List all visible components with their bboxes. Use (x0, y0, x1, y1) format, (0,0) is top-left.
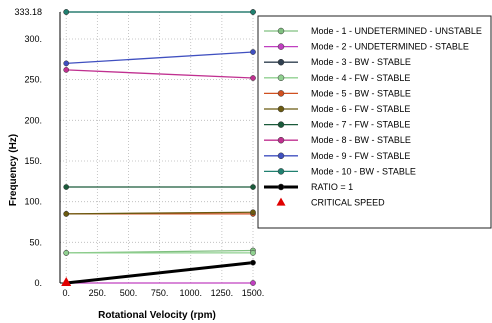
legend-swatch-marker (277, 27, 285, 35)
legend-frame (257, 15, 492, 229)
x-tick-label: 0. (62, 288, 70, 298)
legend-label: Mode - 2 - UNDETERMINED - STABLE (311, 42, 469, 52)
series-point (63, 9, 70, 15)
y-tick-label: 250. (24, 75, 42, 85)
series-line (66, 69, 254, 79)
y-tick-label: 100. (24, 197, 42, 207)
critical-speed-marker (61, 277, 72, 286)
x-tick-label: 1250. (211, 288, 234, 298)
series-point (63, 250, 70, 256)
x-tick-label: 1000. (179, 288, 202, 298)
legend-swatch-marker (277, 168, 285, 175)
legend-swatch-marker (277, 121, 285, 128)
series-line (66, 261, 254, 285)
x-tick-label: 1500. (242, 288, 265, 298)
series-point (250, 209, 256, 216)
legend-swatch-triangle (276, 197, 286, 206)
legend-label: Mode - 5 - BW - STABLE (311, 88, 411, 98)
legend-swatch-marker (277, 43, 285, 50)
legend-label: Mode - 8 - BW - STABLE (311, 135, 411, 145)
series-point (250, 49, 256, 55)
series-line (66, 211, 254, 215)
series-point (250, 184, 256, 190)
legend-swatch-marker (277, 74, 285, 82)
series-point (63, 211, 70, 217)
y-axis-title: Frequency (Hz) (8, 134, 19, 206)
series-point (63, 67, 70, 73)
legend-label: Mode - 1 - UNDETERMINED - UNSTABLE (311, 26, 482, 36)
series-point (250, 250, 256, 256)
x-axis-title: Rotational Velocity (rpm) (98, 310, 216, 321)
y-tick-label: 333.18 (14, 7, 42, 17)
series-point (250, 9, 256, 15)
legend-swatch-marker (277, 136, 285, 144)
legend-label: Mode - 6 - FW - STABLE (311, 104, 410, 114)
legend-label: Mode - 3 - BW - STABLE (311, 57, 411, 67)
series-point (250, 280, 256, 286)
legend-swatch-marker (277, 105, 285, 113)
legend-swatch-marker (277, 90, 285, 97)
legend-label: RATIO = 1 (311, 182, 353, 192)
legend: Mode - 1 - UNDETERMINED - UNSTABLE Mode -… (257, 15, 492, 229)
legend-swatch-marker (277, 152, 285, 160)
series-point (63, 184, 70, 190)
y-tick-label: 200. (24, 115, 42, 125)
y-tick-label: 300. (24, 34, 42, 44)
legend-label: Mode - 7 - FW - STABLE (311, 120, 410, 130)
x-tick-label: 500. (120, 288, 138, 298)
legend-swatch-marker (277, 58, 285, 66)
y-tick-label: 50. (29, 237, 42, 247)
legend-label: Mode - 4 - FW - STABLE (311, 73, 410, 83)
series-point (250, 75, 256, 81)
series-point (250, 259, 256, 266)
legend-label: CRITICAL SPEED (311, 198, 385, 208)
x-tick-label: 250. (89, 288, 107, 298)
x-tick-label: 750. (151, 288, 169, 298)
series-line (66, 51, 254, 65)
legend-swatch-marker (277, 183, 285, 191)
series-layer (61, 9, 256, 286)
legend-label: Mode - 10 - BW - STABLE (311, 166, 416, 176)
y-tick-label: 150. (24, 156, 42, 166)
series-point (63, 60, 70, 67)
y-tick-label: 0. (34, 278, 42, 288)
legend-label: Mode - 9 - FW - STABLE (311, 151, 410, 161)
